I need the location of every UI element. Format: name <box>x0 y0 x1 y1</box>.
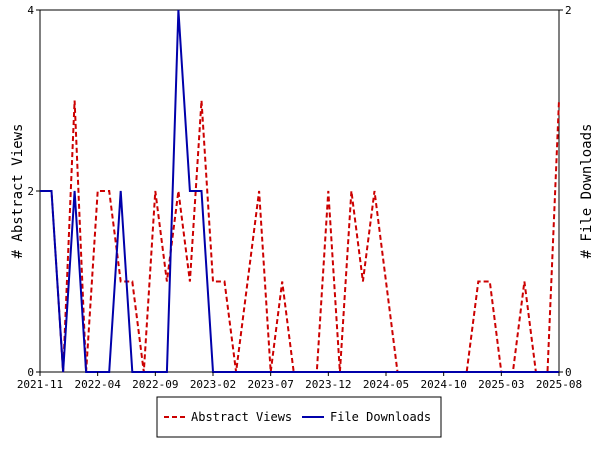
plot-area <box>39 9 560 373</box>
x-tick-label: 2025-03 <box>478 378 524 391</box>
series-line-file-downloads <box>40 9 559 373</box>
x-tick-label: 2025-08 <box>536 378 582 391</box>
y-axis-right-title: # File Downloads <box>579 124 595 259</box>
y-left-tick-label: 2 <box>27 185 34 198</box>
y-right-tick-label: 0 <box>565 366 572 379</box>
x-tick-label: 2023-12 <box>305 378 351 391</box>
y-left-tick-label: 4 <box>27 4 34 17</box>
x-axis: 2021-11 2022-04 2022-09 2023-02 2023-07 2023-… <box>17 372 582 391</box>
x-tick-label: 2022-09 <box>132 378 178 391</box>
x-tick-label: 2021-11 <box>17 378 63 391</box>
x-tick-label: 2023-07 <box>247 378 293 391</box>
y-axis-right: 02 <box>559 4 572 379</box>
x-tick-label: 2024-05 <box>363 378 409 391</box>
y-axis-left-title: # Abstract Views <box>10 124 26 259</box>
y-axis-left: 0 2 4 <box>27 4 40 379</box>
series-layer <box>40 9 560 373</box>
legend: Abstract Views File Downloads <box>156 396 442 438</box>
x-tick-label: 2024-10 <box>420 378 466 391</box>
x-tick-label: 2023-02 <box>190 378 236 391</box>
legend-label-file-downloads: File Downloads <box>330 410 431 424</box>
y-right-tick-label: 2 <box>565 4 572 17</box>
y-left-tick-label: 0 <box>27 366 34 379</box>
legend-label-abstract-views: Abstract Views <box>191 410 292 424</box>
x-tick-label: 2022-04 <box>74 378 121 391</box>
legend-box <box>156 396 442 438</box>
